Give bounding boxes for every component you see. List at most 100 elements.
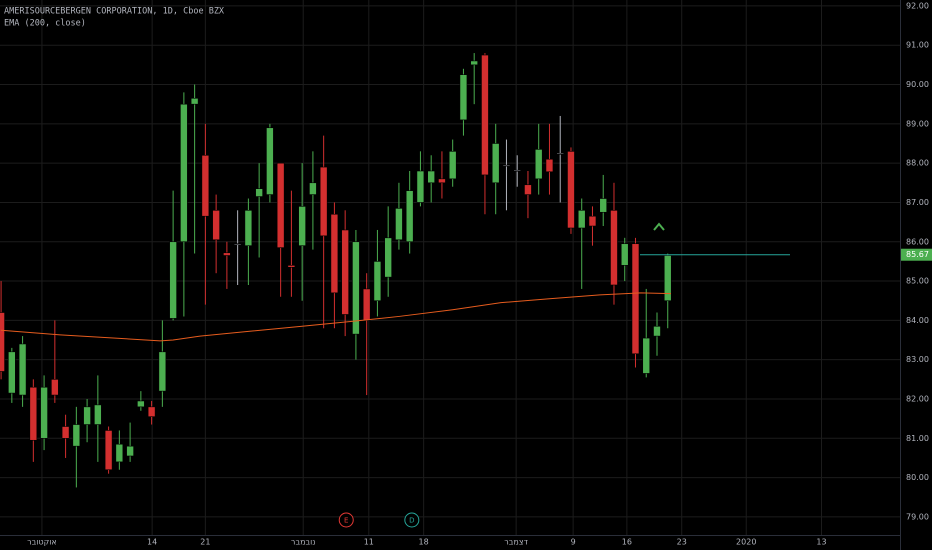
event-label: D — [409, 517, 414, 525]
y-tick-label: 81.00 — [906, 434, 929, 443]
event-marker — [404, 512, 420, 528]
candle-body — [126, 445, 134, 457]
x-tick-label: 21 — [200, 538, 210, 547]
candle-body — [577, 210, 586, 229]
y-tick-label: 79.00 — [906, 512, 929, 521]
y-tick-label: 85.00 — [906, 277, 929, 286]
candle-body — [276, 162, 285, 248]
candle-body — [534, 149, 543, 180]
last-price-tag — [901, 248, 932, 261]
y-tick-label: 84.00 — [906, 316, 929, 325]
candle-body — [470, 60, 478, 66]
indicator-label: EMA (200, close) — [4, 19, 86, 29]
candle-body — [405, 190, 414, 243]
x-tick-label: 13 — [816, 538, 826, 547]
candle-body — [653, 325, 661, 337]
candle-body — [352, 241, 360, 335]
x-tick-label: 23 — [677, 538, 687, 547]
y-tick-label: 92.00 — [906, 1, 929, 10]
candle-body — [233, 243, 242, 246]
candle-body — [72, 424, 81, 447]
candle-body — [223, 252, 231, 256]
candle-body — [362, 288, 371, 321]
y-tick-label: 80.00 — [906, 473, 929, 482]
candle-body — [459, 74, 468, 121]
candle-body — [438, 178, 446, 184]
chart-title: AMERISOURCEBERGEN CORPORATION, 1D, Cboe … — [4, 7, 225, 17]
candle-body — [416, 170, 425, 203]
y-tick-label: 89.00 — [906, 119, 929, 128]
candle-body — [169, 241, 177, 319]
candle-body — [599, 198, 608, 213]
candle-body — [481, 54, 489, 176]
x-tick-label: אוקטובר — [27, 538, 57, 547]
candle-body — [190, 97, 199, 105]
candle-body — [588, 215, 597, 227]
candle-body — [8, 351, 16, 394]
x-tick-label: 14 — [147, 538, 157, 547]
candle-body — [341, 229, 349, 315]
candle-body — [513, 169, 522, 172]
candle-body — [556, 153, 565, 155]
y-tick-label: 90.00 — [906, 80, 929, 89]
candle-body — [255, 188, 263, 197]
candle-body — [180, 103, 188, 243]
candle-body — [631, 243, 640, 355]
candle-body — [642, 337, 651, 374]
candle-body — [29, 386, 38, 441]
x-tick-label: 9 — [571, 538, 576, 547]
event-marker — [338, 512, 354, 528]
candle-body — [373, 261, 382, 302]
candle-body — [147, 406, 156, 417]
x-tick-label: דצמבר — [504, 538, 528, 547]
y-tick-label: 88.00 — [906, 159, 929, 168]
candle-body — [524, 184, 532, 195]
candle-body — [567, 151, 575, 229]
candle-body — [610, 210, 618, 286]
candle-body — [137, 400, 145, 408]
candle-body — [61, 426, 70, 439]
x-tick-label: 16 — [622, 538, 632, 547]
candle-body — [266, 127, 274, 195]
event-label: E — [344, 517, 348, 525]
candle-body — [40, 386, 48, 439]
candle-body — [545, 158, 554, 173]
candle-body — [298, 206, 306, 246]
y-tick-label: 83.00 — [906, 355, 929, 364]
candle-body — [502, 164, 511, 167]
candle-body — [51, 379, 59, 396]
x-tick-label: 11 — [364, 538, 374, 547]
candle-body — [94, 404, 102, 425]
x-tick-label: 18 — [419, 538, 429, 547]
candle-body — [0, 312, 5, 372]
candle-body — [663, 255, 672, 302]
candle-body — [158, 351, 167, 392]
candle-body — [448, 151, 457, 180]
y-tick-label: 87.00 — [906, 198, 929, 207]
y-tick-label: 91.00 — [906, 41, 929, 50]
candle-body — [309, 182, 317, 195]
ema-line — [1, 292, 671, 342]
x-tick-label: נובמבר — [291, 538, 316, 547]
candle-body — [330, 213, 339, 294]
candle-body — [18, 343, 27, 396]
y-tick-label: 82.00 — [906, 394, 929, 403]
alert-marker — [653, 222, 665, 231]
candle-body — [104, 430, 113, 471]
candle-body — [201, 154, 210, 217]
candle-body — [287, 265, 296, 268]
candle-body — [427, 170, 435, 184]
candle-body — [244, 210, 253, 246]
last-price-label: 85.67 — [906, 250, 929, 259]
candle-body — [115, 443, 124, 463]
candle-body — [212, 210, 220, 241]
x-tick-label: 2020 — [736, 538, 756, 547]
candle-body — [384, 237, 392, 278]
y-tick-label: 86.00 — [906, 237, 929, 246]
candle-body — [395, 208, 403, 241]
candle-body — [491, 143, 500, 184]
candle-body — [83, 406, 91, 425]
candle-body — [620, 243, 629, 266]
candle-body — [319, 166, 328, 237]
